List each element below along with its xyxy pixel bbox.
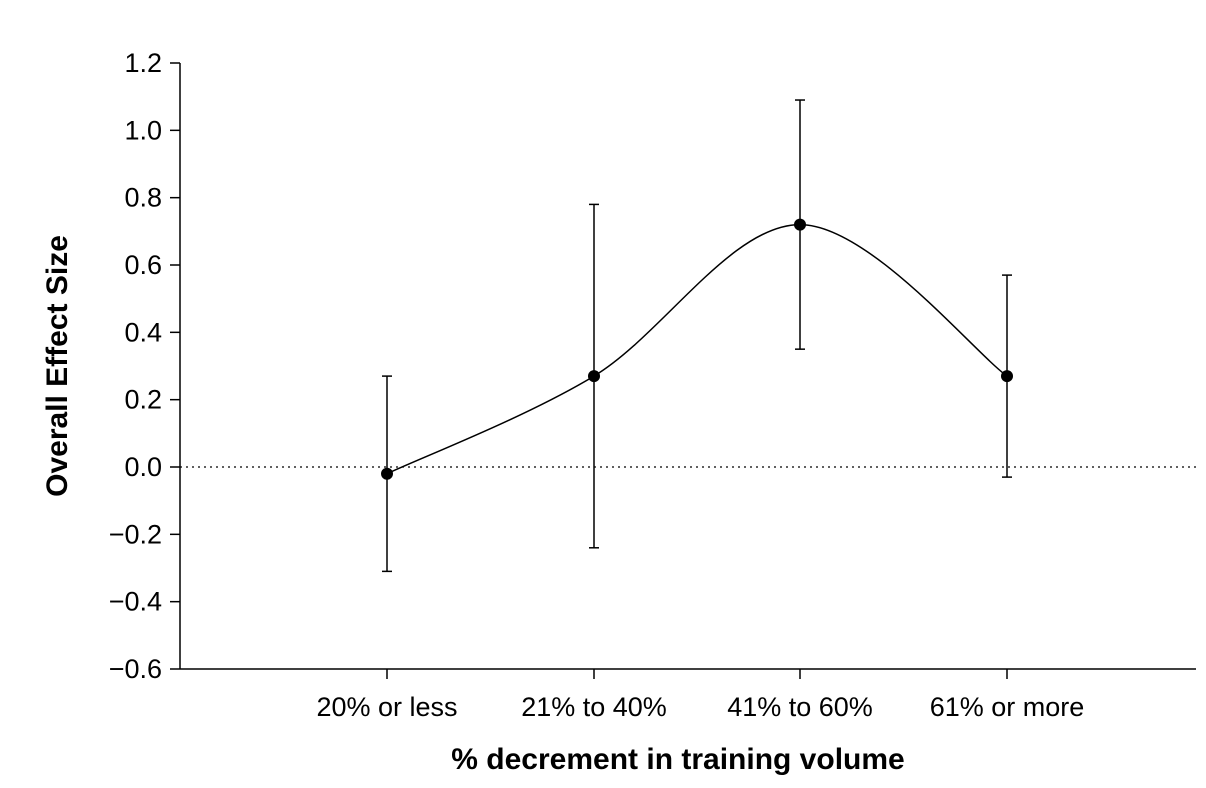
y-tick-label: −0.2: [109, 519, 162, 549]
x-tick-label: 41% to 60%: [727, 692, 873, 722]
data-point: [794, 218, 806, 231]
y-tick-label: 1.2: [124, 48, 162, 78]
x-tick-label: 21% to 40%: [521, 692, 667, 722]
curve-group: [386, 223, 1008, 475]
x-tick-label: 61% or more: [930, 692, 1085, 722]
data-point: [1001, 370, 1013, 383]
x-ticks: 20% or less 21% to 40% 41% to 60% 61% or mo…: [316, 669, 1084, 722]
x-axis-title: % decrement in training volume: [451, 743, 904, 776]
y-tick-label: 0.4: [124, 317, 162, 347]
y-tick-label: 0.6: [124, 250, 162, 280]
y-tick-label: 0.0: [124, 452, 162, 482]
data-point: [381, 467, 393, 480]
series-line: [386, 223, 1008, 475]
x-tick-label: 20% or less: [316, 692, 457, 722]
error-bars: [382, 99, 1012, 573]
y-tick-label: −0.4: [109, 587, 162, 617]
y-tick-label: 0.8: [124, 183, 162, 213]
y-tick-label: 0.2: [124, 385, 162, 415]
data-point: [588, 370, 600, 383]
axes: [179, 63, 1196, 670]
y-tick-label: 1.0: [124, 115, 162, 145]
y-tick-label: −0.6: [109, 654, 162, 684]
y-ticks: −0.6 −0.4 −0.2 0.0 0.2 0.4 0.6 0.8 1.0 1.2: [109, 48, 180, 684]
data-points: [381, 218, 1013, 480]
y-axis-title: Overall Effect Size: [41, 235, 74, 497]
